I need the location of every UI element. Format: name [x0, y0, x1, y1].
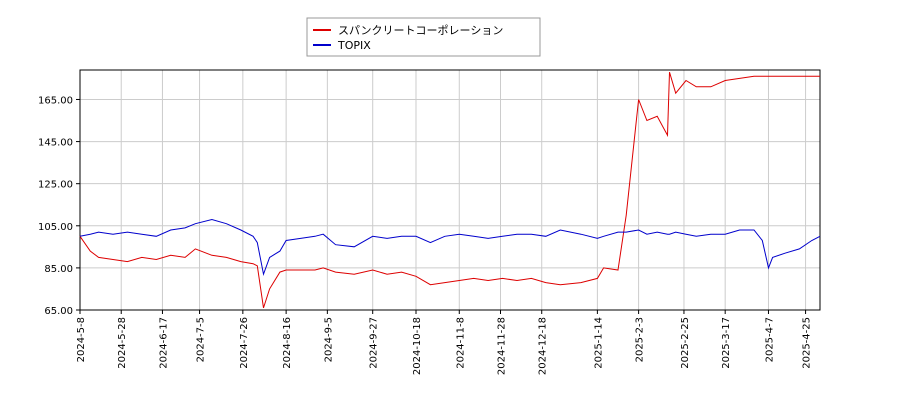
x-tick-label: 2024-8-16 — [282, 317, 293, 369]
x-tick-label: 2025-4-7 — [764, 317, 775, 362]
plot-frame — [79, 69, 821, 311]
x-tick-label: 2024-5-28 — [117, 317, 128, 369]
x-tick-label: 2024-10-18 — [412, 317, 423, 375]
y-tick-label: 125.00 — [38, 180, 73, 191]
x-tick-label: 2024-6-17 — [158, 317, 169, 369]
x-tick-label: 2024-7-5 — [196, 317, 207, 362]
x-tick-label: 2025-3-17 — [721, 317, 732, 369]
x-tick-label: 2024-11-8 — [455, 317, 466, 369]
x-tick-label: 2024-9-5 — [323, 317, 334, 362]
x-tick-label: 2025-1-14 — [593, 317, 604, 369]
y-tick-label: 165.00 — [38, 95, 73, 106]
legend-label: TOPIX — [337, 39, 371, 52]
x-tick-label: 2024-11-28 — [497, 317, 508, 375]
x-tick-label: 2024-9-27 — [369, 317, 380, 369]
y-tick-label: 65.00 — [44, 306, 73, 317]
x-tick-label: 2024-5-8 — [76, 317, 87, 362]
legend-box — [306, 17, 541, 57]
y-tick-label: 85.00 — [44, 264, 73, 275]
x-tick-label: 2025-4-25 — [802, 317, 813, 369]
y-tick-label: 145.00 — [38, 138, 73, 149]
series-line — [79, 71, 820, 309]
x-tick-label: 2025-2-3 — [635, 317, 646, 362]
x-tick-label: 2024-7-26 — [239, 317, 250, 369]
series-line — [79, 218, 821, 277]
y-tick-label: 105.00 — [38, 222, 73, 233]
x-tick-label: 2024-12-18 — [538, 317, 549, 375]
x-tick-label: 2025-2-25 — [680, 317, 691, 369]
legend-label: スパンクリートコーポレーション — [338, 24, 503, 37]
